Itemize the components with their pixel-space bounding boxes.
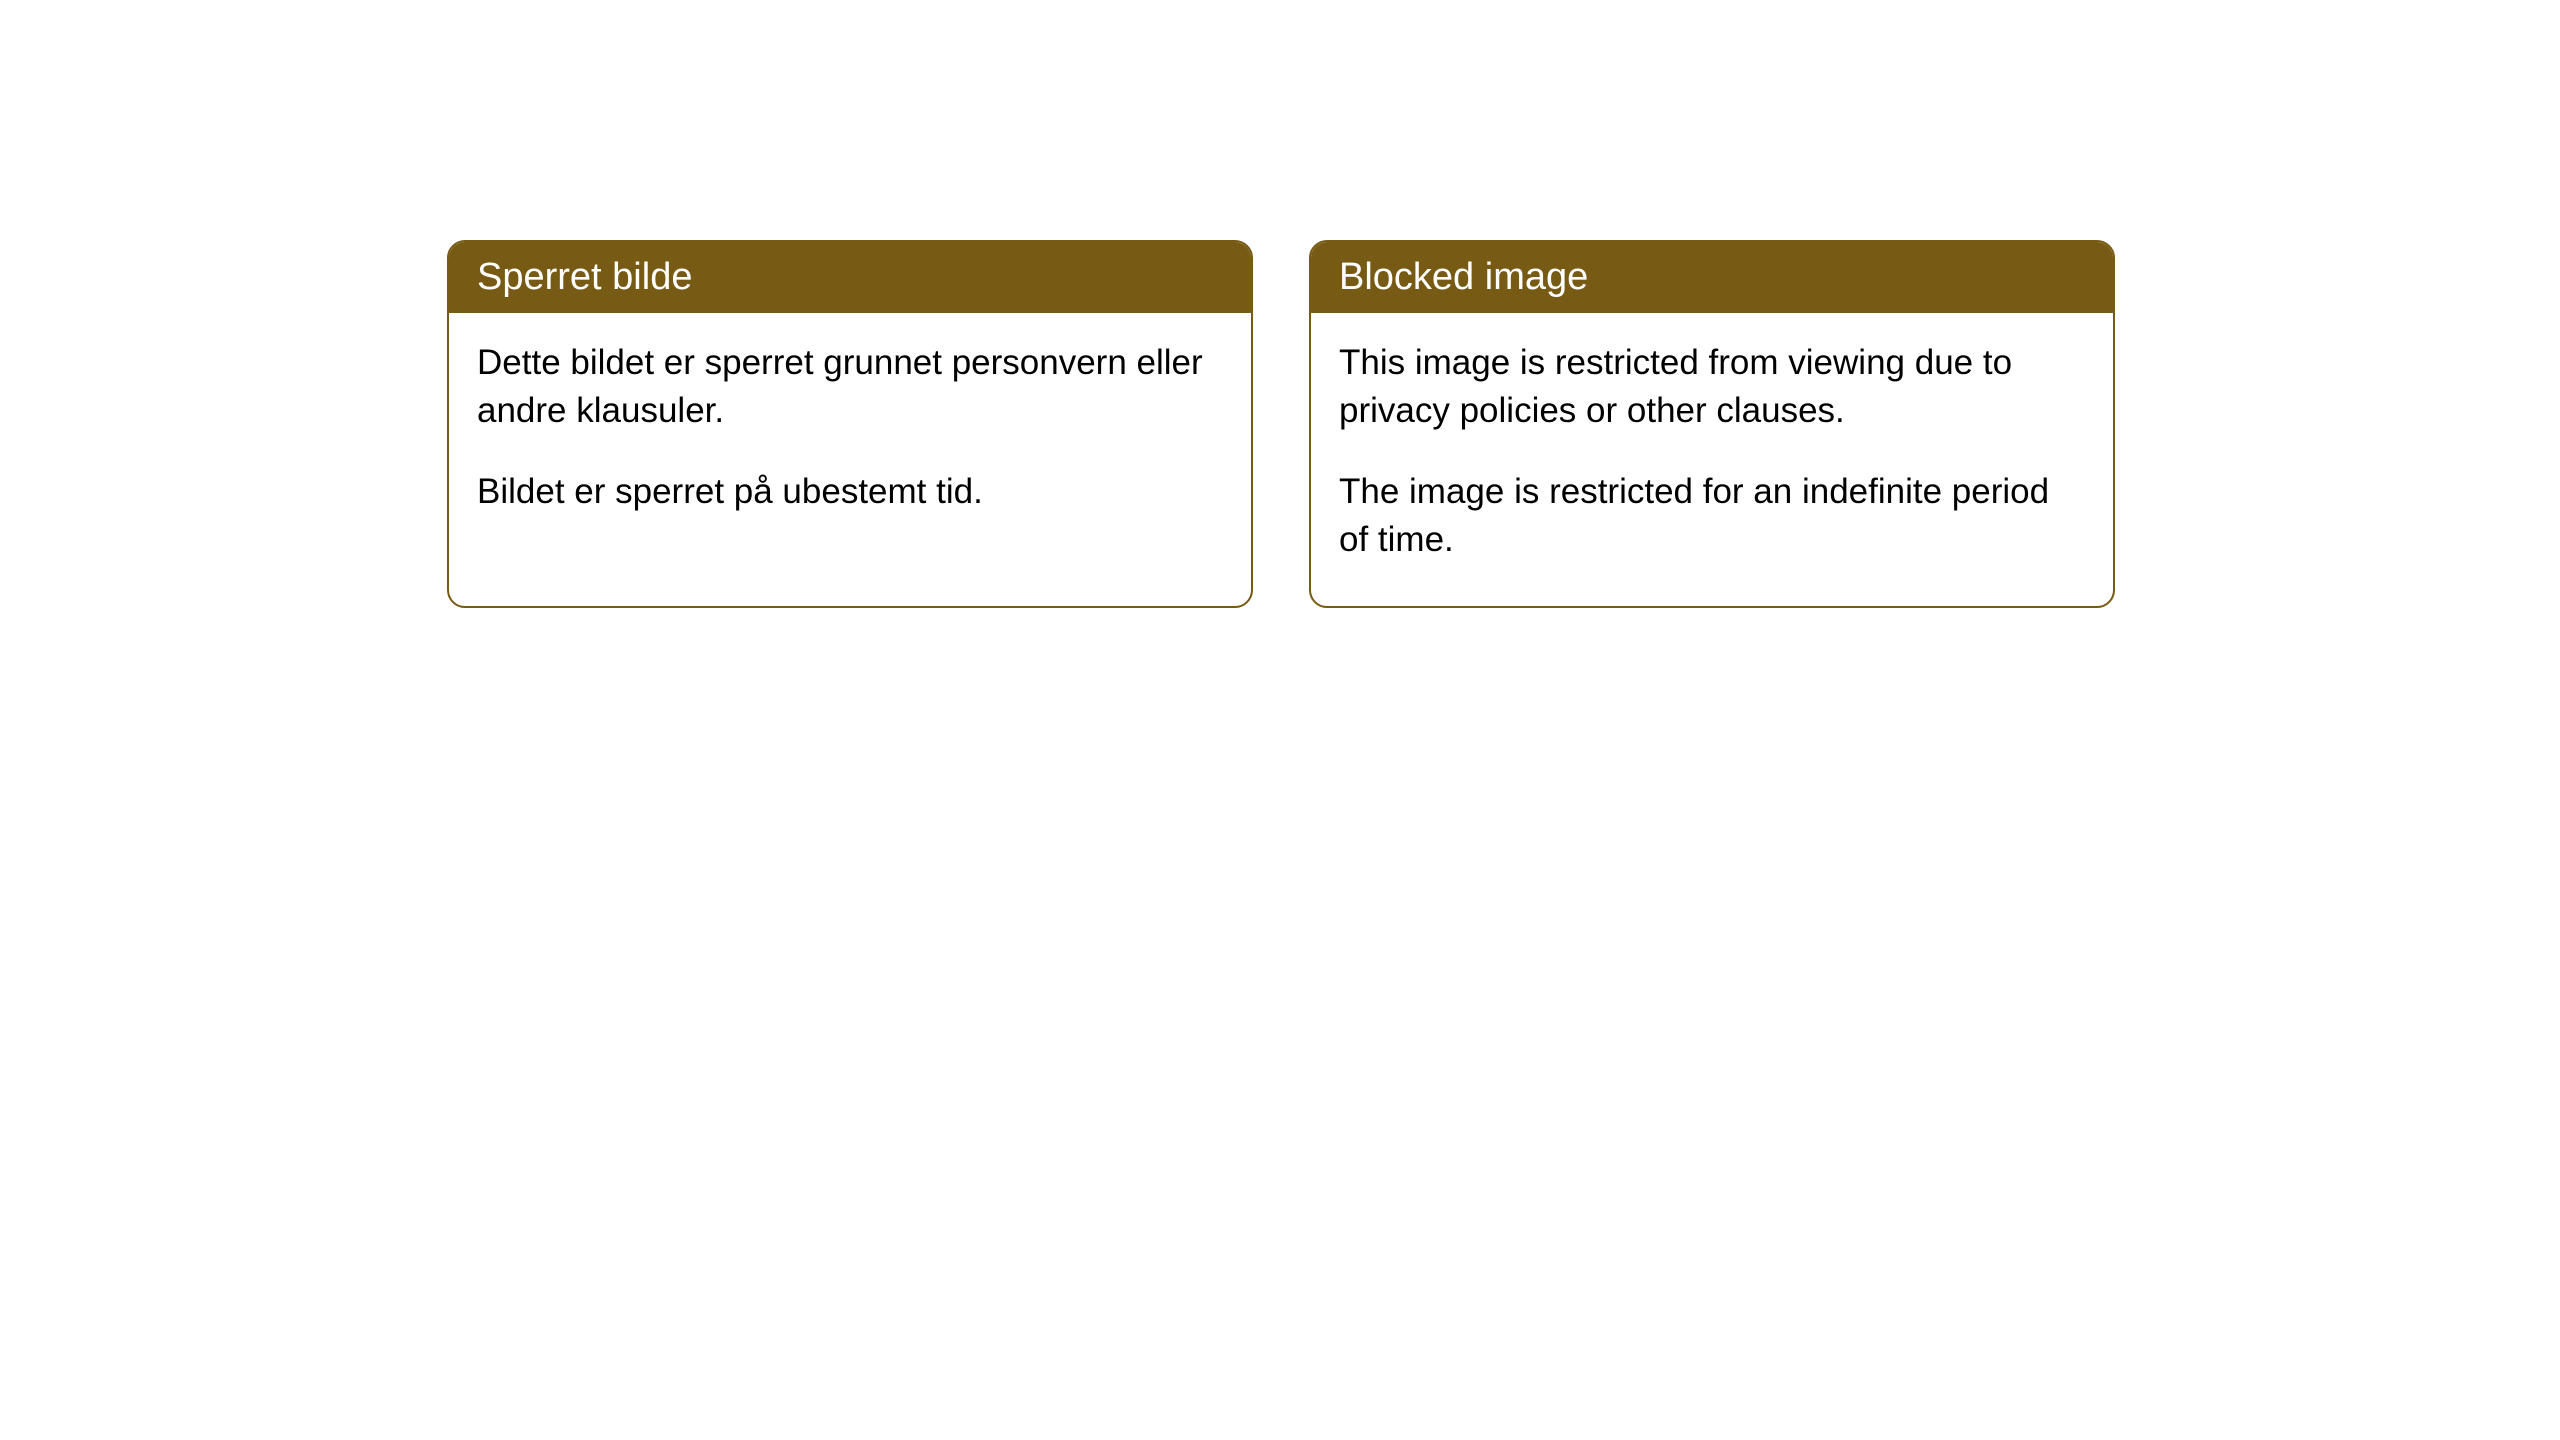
- blocked-image-card-norwegian: Sperret bilde Dette bildet er sperret gr…: [447, 240, 1253, 608]
- card-title: Sperret bilde: [477, 256, 692, 298]
- card-header-english: Blocked image: [1311, 242, 2113, 313]
- card-paragraph: Dette bildet er sperret grunnet personve…: [477, 339, 1223, 436]
- card-header-norwegian: Sperret bilde: [449, 242, 1251, 313]
- card-body-english: This image is restricted from viewing du…: [1311, 313, 2113, 606]
- notice-cards-container: Sperret bilde Dette bildet er sperret gr…: [447, 240, 2115, 608]
- card-title: Blocked image: [1339, 256, 1588, 298]
- card-body-norwegian: Dette bildet er sperret grunnet personve…: [449, 313, 1251, 558]
- card-paragraph: This image is restricted from viewing du…: [1339, 339, 2085, 436]
- blocked-image-card-english: Blocked image This image is restricted f…: [1309, 240, 2115, 608]
- card-paragraph: Bildet er sperret på ubestemt tid.: [477, 468, 1223, 516]
- card-paragraph: The image is restricted for an indefinit…: [1339, 468, 2085, 565]
